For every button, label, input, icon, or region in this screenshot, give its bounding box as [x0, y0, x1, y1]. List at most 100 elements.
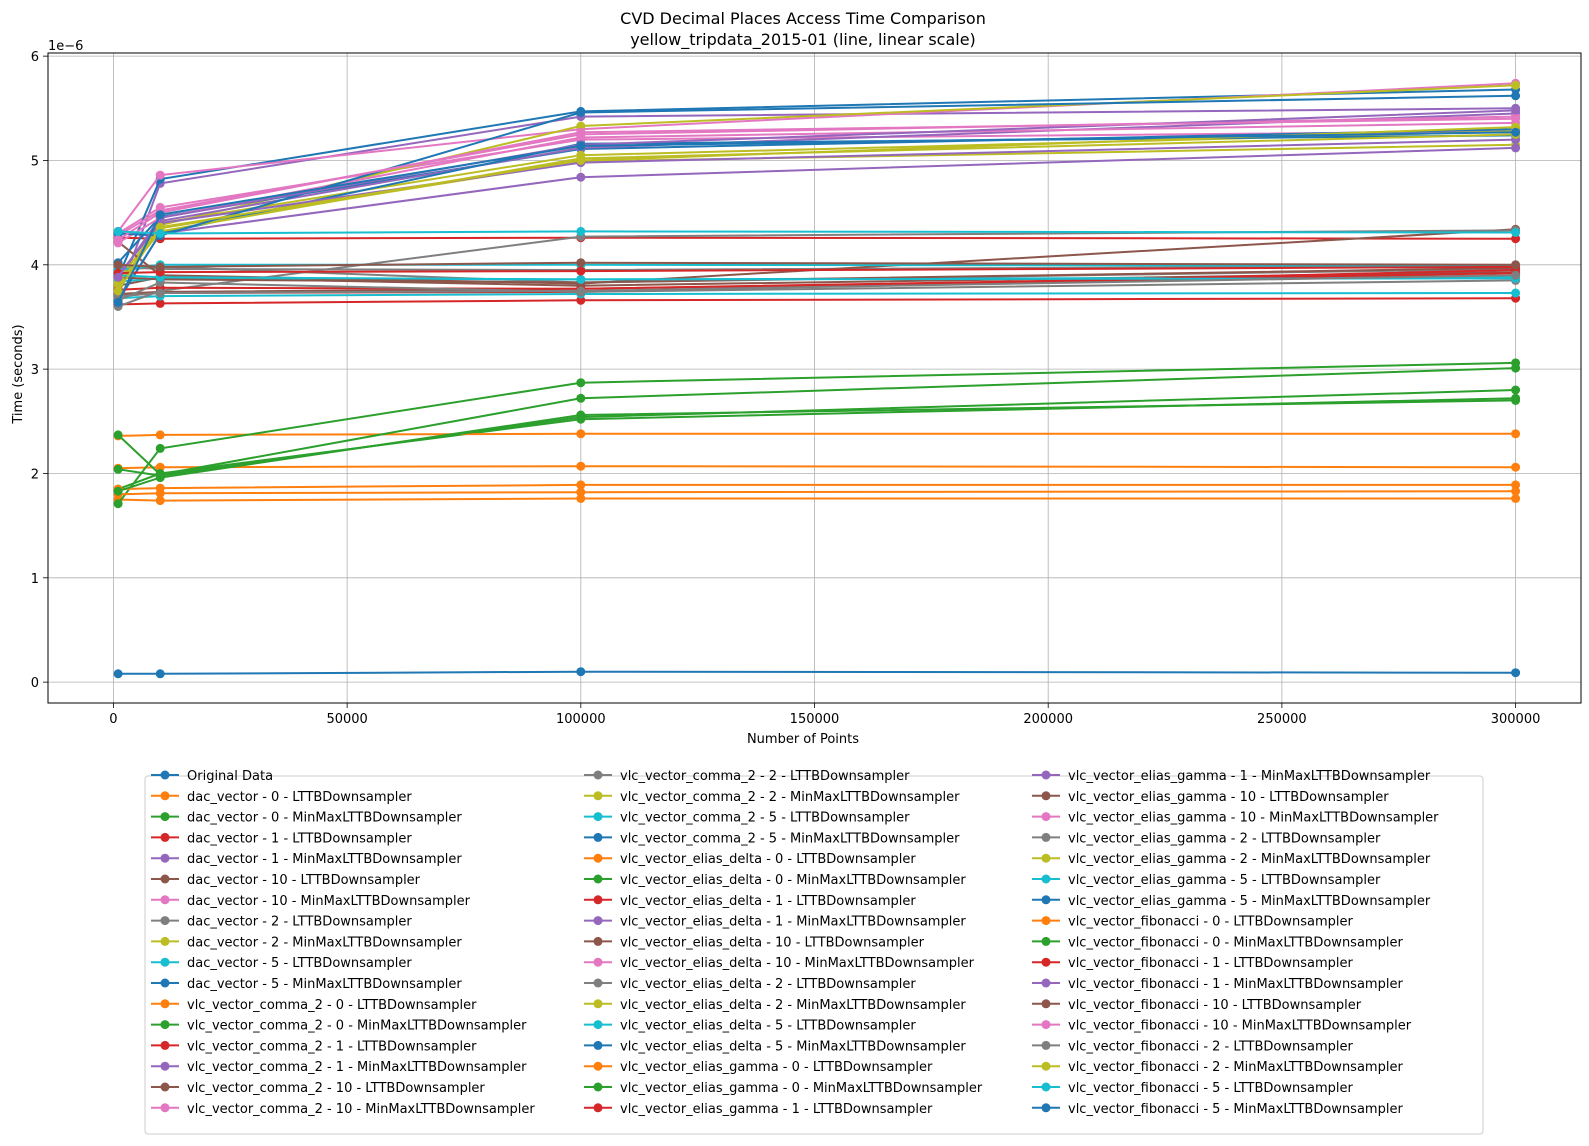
legend-marker	[593, 957, 603, 967]
data-point	[113, 486, 123, 496]
legend-marker	[593, 1040, 603, 1050]
legend-label: vlc_vector_elias_gamma - 5 - MinMaxLTTBD…	[1068, 894, 1431, 909]
data-point	[155, 298, 165, 308]
legend-marker	[1041, 812, 1051, 822]
data-point	[113, 297, 123, 307]
legend-marker	[160, 1040, 170, 1050]
y-axis-label: Time (seconds)	[11, 324, 26, 424]
data-point	[576, 410, 586, 420]
legend-marker	[160, 770, 170, 780]
legend-entry: vlc_vector_elias_delta - 5 - LTTBDownsam…	[584, 1019, 916, 1034]
data-point	[1511, 270, 1521, 280]
legend-label: vlc_vector_elias_delta - 2 - LTTBDownsam…	[620, 977, 916, 992]
series-49	[113, 226, 1521, 238]
y-tick-label: 6	[31, 50, 39, 65]
data-point	[576, 258, 586, 268]
legend-marker	[1041, 1020, 1051, 1030]
series-line	[118, 274, 1516, 298]
legend-marker	[593, 895, 603, 905]
legend-entry: vlc_vector_elias_delta - 10 - MinMaxLTTB…	[584, 956, 975, 971]
legend-label: dac_vector - 2 - LTTBDownsampler	[187, 915, 412, 930]
legend-label: vlc_vector_elias_delta - 0 - LTTBDownsam…	[620, 852, 916, 867]
legend-entry: vlc_vector_elias_gamma - 2 - LTTBDownsam…	[1032, 831, 1381, 846]
legend-label: vlc_vector_elias_delta - 2 - MinMaxLTTBD…	[620, 998, 966, 1013]
data-point	[576, 141, 586, 151]
data-point	[1511, 480, 1521, 490]
legend-marker	[160, 1061, 170, 1071]
series-line	[117, 84, 1516, 282]
data-point	[1511, 91, 1521, 101]
series-2	[113, 393, 1521, 494]
series-line	[117, 279, 1516, 302]
legend-label: vlc_vector_fibonacci - 5 - LTTBDownsampl…	[1068, 1081, 1354, 1096]
legend-label: dac_vector - 0 - MinMaxLTTBDownsampler	[187, 811, 462, 826]
legend: Original Data dac_vector - 0 - LTTBDownsa…	[144, 769, 1484, 1135]
legend-marker	[160, 832, 170, 842]
legend-entry: dac_vector - 10 - LTTBDownsampler	[151, 873, 421, 888]
legend-label: vlc_vector_comma_2 - 5 - LTTBDownsampler	[620, 811, 910, 826]
legend-entry: vlc_vector_fibonacci - 5 - LTTBDownsampl…	[1032, 1081, 1354, 1096]
x-axis-label: Number of Points	[747, 732, 859, 747]
legend-marker	[1041, 916, 1051, 926]
legend-entry: vlc_vector_fibonacci - 0 - LTTBDownsampl…	[1032, 915, 1354, 930]
legend-entry: vlc_vector_fibonacci - 2 - MinMaxLTTBDow…	[1032, 1060, 1403, 1075]
data-point	[576, 121, 586, 131]
series-line	[118, 670, 1516, 675]
legend-entry: vlc_vector_comma_2 - 2 - MinMaxLTTBDowns…	[584, 790, 960, 805]
data-point	[1511, 234, 1521, 244]
legend-entry: vlc_vector_comma_2 - 10 - LTTBDownsample…	[151, 1081, 485, 1096]
legend-label: dac_vector - 10 - MinMaxLTTBDownsampler	[187, 894, 471, 909]
legend-marker	[593, 1020, 603, 1030]
legend-entry: Original Data	[151, 769, 273, 784]
series-45	[113, 258, 1521, 272]
legend-marker	[593, 853, 603, 863]
series-line	[118, 432, 1516, 437]
legend-label: dac_vector - 2 - MinMaxLTTBDownsampler	[187, 935, 462, 950]
legend-label: vlc_vector_fibonacci - 10 - LTTBDownsamp…	[1068, 998, 1362, 1013]
legend-entry: dac_vector - 0 - LTTBDownsampler	[151, 790, 412, 805]
legend-marker	[160, 978, 170, 988]
y-tick-label: 4	[31, 259, 39, 274]
series-line	[117, 361, 1516, 505]
data-point	[1511, 462, 1521, 472]
series-18	[113, 80, 1521, 285]
legend-entry: vlc_vector_elias_delta - 10 - LTTBDownsa…	[584, 935, 925, 950]
legend-entry: vlc_vector_elias_gamma - 5 - MinMaxLTTBD…	[1032, 894, 1431, 909]
data-point	[155, 210, 165, 220]
data-point	[576, 667, 586, 677]
legend-entries: Original Data dac_vector - 0 - LTTBDownsa…	[151, 769, 1439, 1117]
legend-label: vlc_vector_elias_gamma - 2 - LTTBDownsam…	[1068, 831, 1381, 846]
data-point	[155, 488, 165, 498]
data-point	[1511, 114, 1521, 124]
data-point	[113, 226, 123, 236]
data-point	[113, 272, 123, 282]
legend-marker	[593, 1061, 603, 1071]
legend-label: vlc_vector_fibonacci - 10 - MinMaxLTTBDo…	[1068, 1019, 1412, 1034]
legend-label: vlc_vector_elias_delta - 10 - LTTBDownsa…	[620, 935, 925, 950]
legend-entry: vlc_vector_elias_gamma - 0 - MinMaxLTTBD…	[584, 1081, 983, 1096]
data-point	[576, 274, 586, 284]
y-offset-label: 1e−6	[48, 39, 83, 54]
legend-label: vlc_vector_elias_gamma - 5 - LTTBDownsam…	[1068, 873, 1381, 888]
series-line	[118, 274, 1516, 295]
legend-label: vlc_vector_elias_delta - 5 - LTTBDownsam…	[620, 1019, 916, 1034]
data-point	[155, 170, 165, 180]
legend-label: vlc_vector_comma_2 - 0 - LTTBDownsampler	[187, 998, 477, 1013]
data-point	[576, 393, 586, 403]
data-point	[155, 496, 165, 506]
legend-label: Original Data	[187, 769, 273, 784]
legend-entry: vlc_vector_comma_2 - 5 - LTTBDownsampler	[584, 811, 910, 826]
legend-marker	[593, 936, 603, 946]
legend-marker	[160, 999, 170, 1009]
data-point	[155, 443, 165, 453]
legend-entry: vlc_vector_comma_2 - 5 - MinMaxLTTBDowns…	[584, 831, 960, 846]
x-tick-label: 300000	[1491, 712, 1541, 727]
data-point	[1511, 385, 1521, 395]
series-line	[118, 230, 1516, 235]
legend-label: vlc_vector_comma_2 - 2 - LTTBDownsampler	[620, 769, 910, 784]
series-line	[118, 272, 1516, 291]
data-point	[1511, 143, 1521, 153]
series-line	[117, 130, 1516, 235]
series-26	[113, 112, 1521, 241]
data-point	[576, 295, 586, 305]
